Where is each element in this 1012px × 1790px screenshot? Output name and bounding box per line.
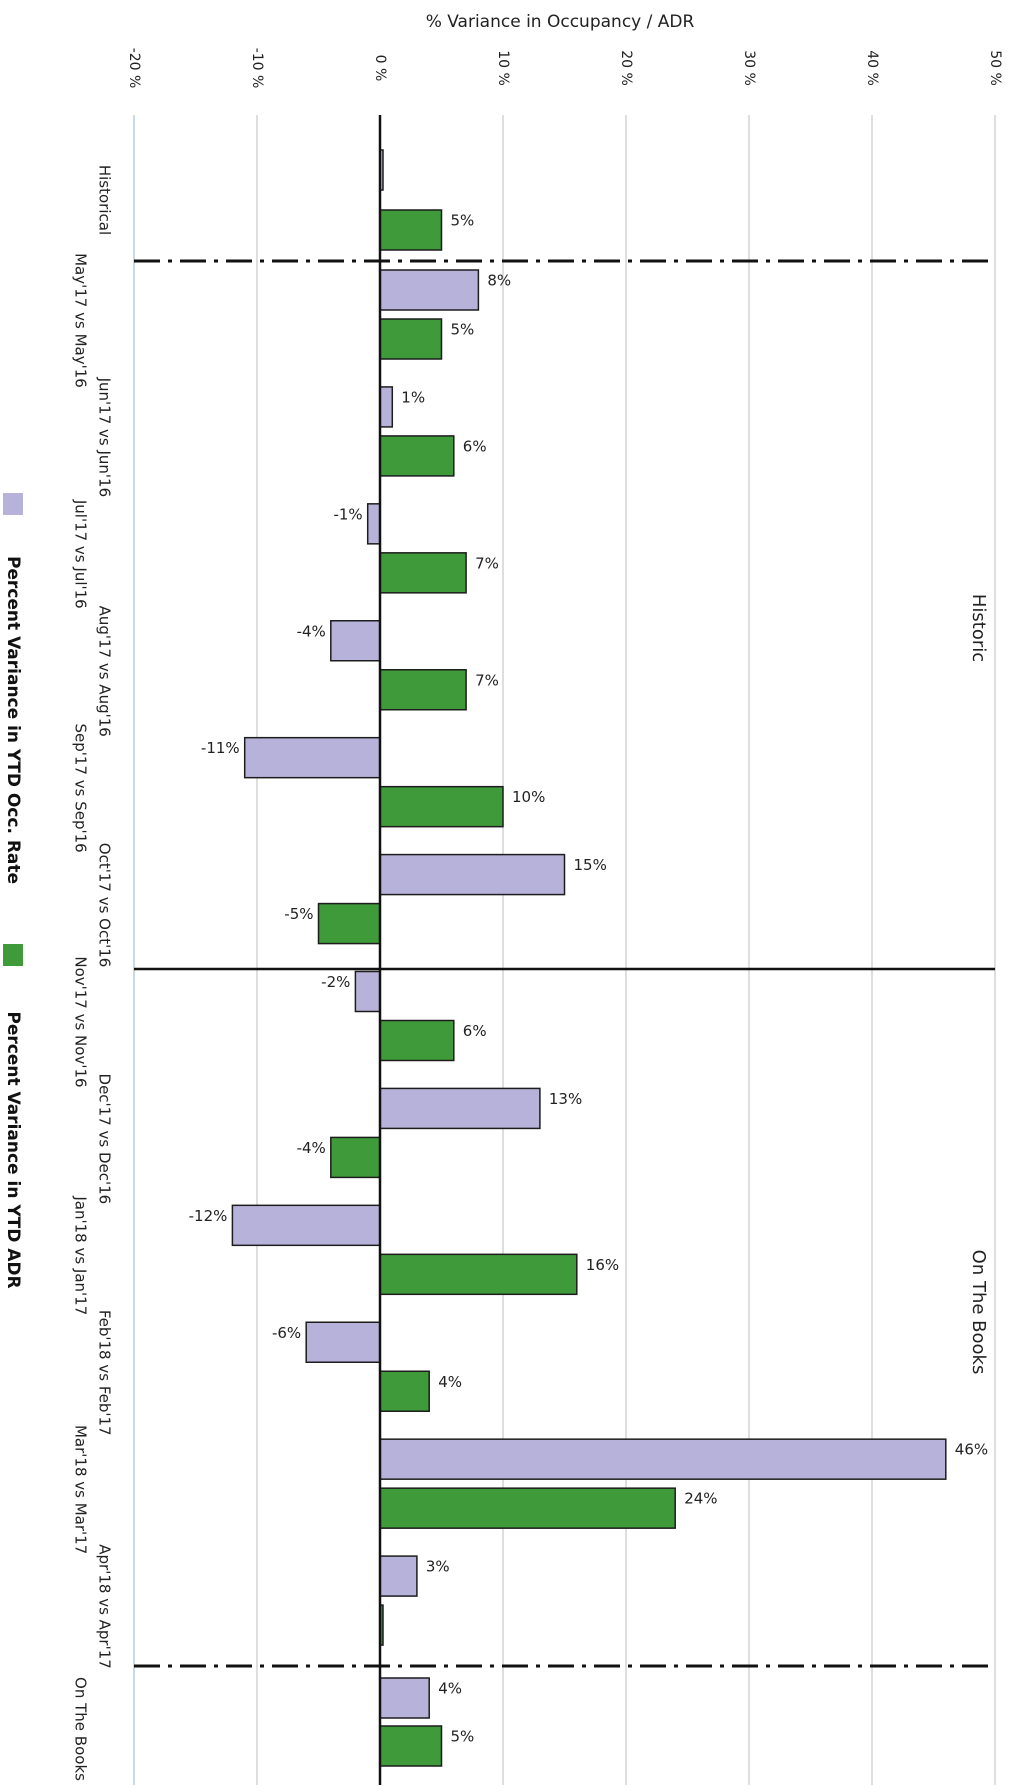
data-label: 8%	[487, 272, 511, 290]
bar-adr	[379, 669, 467, 711]
data-label: 6%	[463, 437, 487, 455]
bar-adr	[379, 1370, 430, 1412]
category-label: Jan'18 vs Jan'17	[72, 1195, 90, 1315]
tick-label: 0 %	[372, 55, 388, 82]
bar-occ-rate	[379, 386, 394, 428]
bar-adr	[379, 1487, 676, 1529]
bars	[231, 149, 947, 1767]
legend-swatch	[3, 493, 23, 515]
axis-ticks: -20 % -10 % 0 % 10 % 20 % 30 % 40 % 50 %	[126, 48, 1003, 89]
category-label: Jul'17 vs Jul'16	[72, 499, 90, 609]
data-label: 7%	[475, 554, 499, 572]
data-label: 1%	[401, 388, 425, 406]
data-label: -1%	[333, 505, 362, 523]
bar-occ-rate	[379, 1087, 541, 1130]
bar-adr	[379, 1725, 443, 1767]
data-label: 3%	[426, 1558, 450, 1576]
data-label: 24%	[684, 1490, 717, 1508]
data-label: 46%	[955, 1441, 988, 1459]
category-label: Apr'18 vs Apr'17	[96, 1544, 114, 1669]
data-label: 5%	[451, 1728, 475, 1746]
bar-adr	[379, 552, 467, 594]
data-label: -4%	[297, 622, 326, 640]
region-labels: Historic On The Books	[968, 594, 989, 1374]
bar-adr	[379, 318, 443, 360]
data-label: -4%	[297, 1139, 326, 1157]
bar-occ-rate	[366, 503, 381, 545]
bar-adr	[317, 902, 381, 945]
tick-label: 30 %	[741, 50, 757, 86]
data-label: -2%	[321, 973, 350, 991]
bar-adr	[379, 1253, 578, 1296]
category-label: May'17 vs May'16	[72, 253, 90, 388]
data-labels: 5% 8% 5% 1% 6% -1% 7% -4% 7% -11% 10% 15% -5% -2% 6% 13…	[189, 212, 989, 1746]
category-label: Nov'17 vs Nov'16	[72, 956, 90, 1087]
bar-adr	[379, 1019, 455, 1062]
legend-swatch	[3, 944, 23, 966]
region-label: On The Books	[968, 1250, 989, 1375]
bar-occ-rate	[330, 620, 381, 662]
data-label: -12%	[189, 1207, 228, 1225]
category-label: Jun'17 vs Jun'16	[96, 377, 114, 498]
bar-occ-rate	[354, 970, 381, 1013]
data-label: -6%	[272, 1324, 301, 1342]
bar-occ-rate	[379, 1438, 947, 1480]
category-label: Historical	[96, 165, 114, 235]
region-dividers	[134, 259, 995, 1668]
data-label: -11%	[201, 739, 240, 757]
bar-adr	[379, 209, 443, 251]
tick-label: -20 %	[126, 48, 142, 89]
data-label: 16%	[586, 1256, 619, 1274]
data-label: 13%	[549, 1090, 582, 1108]
category-label: Feb'18 vs Feb'17	[96, 1310, 114, 1436]
data-label: 15%	[574, 856, 607, 874]
bar-adr	[330, 1136, 381, 1179]
bar-occ-rate	[379, 1555, 418, 1597]
data-label: 4%	[438, 1373, 462, 1391]
data-label: 4%	[438, 1680, 462, 1698]
tick-label: 50 %	[987, 50, 1003, 86]
data-label: 10%	[512, 788, 545, 806]
region-label: Historic	[968, 594, 989, 662]
bar-adr	[379, 785, 504, 828]
tick-label: 20 %	[618, 50, 634, 86]
bar-occ-rate	[379, 853, 566, 896]
legend-label: Percent Variance in YTD ADR	[3, 1011, 23, 1288]
value-axis-title: % Variance in Occupancy / ADR	[426, 12, 695, 32]
category-label: Aug'17 vs Aug'16	[96, 606, 114, 737]
data-label: 6%	[463, 1022, 487, 1040]
tick-label: -10 %	[249, 48, 265, 89]
legend: Percent Variance in YTD Occ. Rate Percent…	[3, 493, 23, 1289]
data-label: 5%	[451, 321, 475, 339]
bar-occ-rate	[231, 1204, 381, 1247]
category-label: Sep'17 vs Sep'16	[72, 724, 90, 853]
tick-label: 40 %	[864, 50, 880, 86]
legend-label: Percent Variance in YTD Occ. Rate	[3, 556, 23, 884]
bar-occ-rate	[379, 269, 480, 311]
bar-adr	[379, 435, 455, 477]
bar-occ-rate	[379, 1677, 430, 1719]
bar-occ-rate	[243, 736, 381, 779]
category-label: Dec'17 vs Dec'16	[96, 1074, 114, 1205]
tick-label: 10 %	[495, 50, 511, 86]
category-label: On The Books	[72, 1677, 90, 1781]
category-labels: Historical May'17 vs May'16 Jun'17 vs Jun'…	[72, 165, 114, 1781]
data-label: 5%	[451, 212, 475, 230]
data-label: -5%	[284, 905, 313, 923]
category-label: Oct'17 vs Oct'16	[96, 843, 114, 968]
category-label: Mar'18 vs Mar'17	[72, 1425, 90, 1554]
data-label: 7%	[475, 671, 499, 689]
bar-occ-rate	[305, 1321, 381, 1363]
gridlines	[133, 115, 996, 1785]
